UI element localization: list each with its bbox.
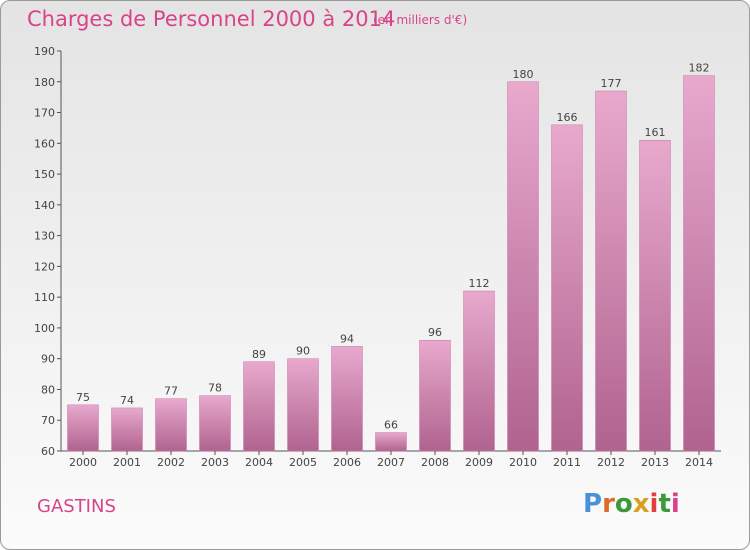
bar-2002 bbox=[155, 398, 187, 452]
bar-2011 bbox=[551, 124, 583, 452]
x-tick-label-2013: 2013 bbox=[641, 456, 669, 469]
bar-2012 bbox=[595, 90, 627, 452]
data-label-2014: 182 bbox=[689, 62, 710, 75]
x-tick-label-2010: 2010 bbox=[509, 456, 537, 469]
x-tick-label-2008: 2008 bbox=[421, 456, 449, 469]
y-tick-label: 120 bbox=[34, 260, 55, 273]
bar-2003 bbox=[199, 395, 231, 452]
data-label-2003: 78 bbox=[208, 382, 222, 395]
data-label-2005: 90 bbox=[296, 345, 310, 358]
y-tick-label: 170 bbox=[34, 107, 55, 120]
bar-2014 bbox=[683, 75, 715, 452]
data-label-2013: 161 bbox=[645, 126, 666, 139]
y-tick-label: 90 bbox=[41, 353, 55, 366]
logo-letter: r bbox=[602, 489, 615, 519]
data-label-2007: 66 bbox=[384, 419, 398, 432]
bar-2009 bbox=[463, 290, 495, 452]
data-label-2000: 75 bbox=[76, 391, 90, 404]
bar-2006 bbox=[331, 346, 363, 452]
data-label-2006: 94 bbox=[340, 332, 354, 345]
y-tick-label: 60 bbox=[41, 445, 55, 458]
y-tick-label: 160 bbox=[34, 137, 55, 150]
logo-letter: i bbox=[649, 489, 659, 519]
y-tick-label: 80 bbox=[41, 383, 55, 396]
logo-letter: i bbox=[670, 489, 680, 519]
x-tick-label-2006: 2006 bbox=[333, 456, 361, 469]
bar-2010 bbox=[507, 81, 539, 452]
x-tick-label-2005: 2005 bbox=[289, 456, 317, 469]
x-tick-label-2003: 2003 bbox=[201, 456, 229, 469]
chart-title: Charges de Personnel 2000 à 2014 bbox=[27, 7, 396, 31]
y-tick-label: 190 bbox=[34, 45, 55, 58]
commune-name: GASTINS bbox=[37, 496, 116, 517]
bar-2004 bbox=[243, 361, 275, 452]
bar-2008 bbox=[419, 339, 451, 452]
y-tick-label: 100 bbox=[34, 322, 55, 335]
bar-2007 bbox=[375, 432, 407, 452]
y-tick-label: 180 bbox=[34, 76, 55, 89]
chart-subtitle: (en milliers d'€) bbox=[373, 13, 468, 27]
logo-letter: P bbox=[583, 489, 603, 519]
x-tick-label-2007: 2007 bbox=[377, 456, 405, 469]
x-tick-label-2000: 2000 bbox=[69, 456, 97, 469]
data-label-2010: 180 bbox=[513, 68, 534, 81]
x-tick-label-2009: 2009 bbox=[465, 456, 493, 469]
proxiti-logo: Proxiti bbox=[583, 489, 680, 519]
bar-2000 bbox=[67, 404, 99, 452]
bar-2013 bbox=[639, 139, 671, 452]
y-tick-label: 70 bbox=[41, 414, 55, 427]
x-tick-label-2011: 2011 bbox=[553, 456, 581, 469]
bar-2001 bbox=[111, 407, 143, 452]
data-label-2001: 74 bbox=[120, 394, 134, 407]
bar-2005 bbox=[287, 358, 319, 452]
logo-letter: o bbox=[614, 489, 633, 519]
data-label-2009: 112 bbox=[469, 277, 490, 290]
y-tick-label: 130 bbox=[34, 230, 55, 243]
x-tick-label-2004: 2004 bbox=[245, 456, 273, 469]
y-tick-label: 140 bbox=[34, 199, 55, 212]
data-label-2011: 166 bbox=[557, 111, 578, 124]
x-tick-label-2014: 2014 bbox=[685, 456, 713, 469]
data-label-2008: 96 bbox=[428, 326, 442, 339]
logo-letter: t bbox=[658, 489, 671, 519]
data-label-2004: 89 bbox=[252, 348, 266, 361]
data-label-2002: 77 bbox=[164, 385, 178, 398]
y-tick-label: 150 bbox=[34, 168, 55, 181]
x-tick-label-2002: 2002 bbox=[157, 456, 185, 469]
x-tick-label-2012: 2012 bbox=[597, 456, 625, 469]
logo-letter: x bbox=[632, 489, 650, 519]
x-tick-label-2001: 2001 bbox=[113, 456, 141, 469]
data-label-2012: 177 bbox=[601, 77, 622, 90]
y-tick-label: 110 bbox=[34, 291, 55, 304]
